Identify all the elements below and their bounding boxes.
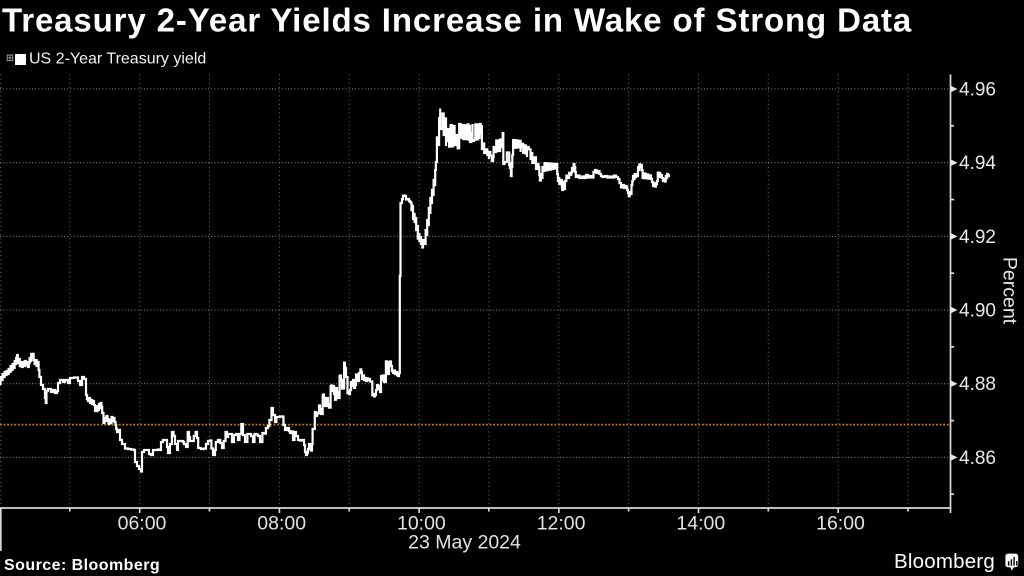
svg-text:08:00: 08:00 <box>257 513 306 535</box>
svg-text:Source: Bloomberg: Source: Bloomberg <box>4 557 160 574</box>
svg-text:Bloomberg: Bloomberg <box>894 550 995 573</box>
svg-text:4.88: 4.88 <box>959 374 996 395</box>
svg-text:10:00: 10:00 <box>397 513 446 535</box>
svg-text:12:00: 12:00 <box>537 513 586 535</box>
svg-text:14:00: 14:00 <box>676 513 725 535</box>
svg-text:16:00: 16:00 <box>816 513 865 535</box>
svg-text:4.86: 4.86 <box>959 448 996 469</box>
svg-text:06:00: 06:00 <box>118 513 167 535</box>
svg-text:Percent: Percent <box>999 257 1021 325</box>
svg-text:US 2-Year Treasury yield: US 2-Year Treasury yield <box>29 51 206 68</box>
svg-text:4.92: 4.92 <box>959 227 996 248</box>
svg-text:23 May 2024: 23 May 2024 <box>408 532 521 554</box>
svg-text:4.96: 4.96 <box>959 80 996 101</box>
svg-text:4.90: 4.90 <box>959 301 996 322</box>
svg-text:Treasury 2-Year Yields Increas: Treasury 2-Year Yields Increase in Wake … <box>2 2 912 39</box>
svg-text:4.94: 4.94 <box>959 153 996 174</box>
